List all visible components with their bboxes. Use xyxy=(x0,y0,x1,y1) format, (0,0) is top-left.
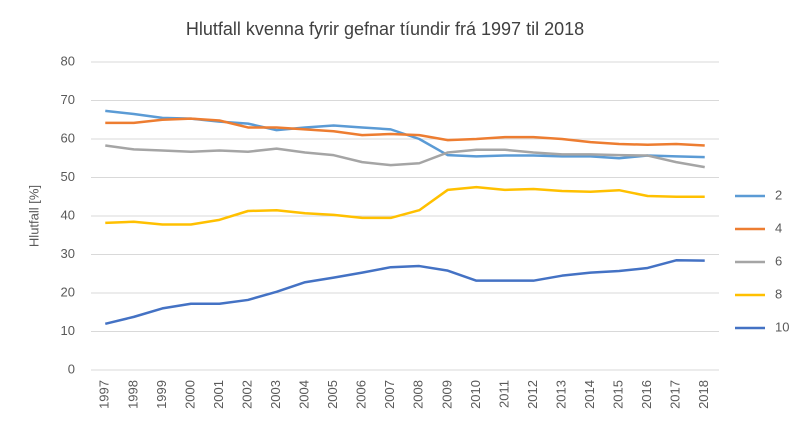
x-tick-label: 2017 xyxy=(668,380,683,409)
x-tick-label: 2015 xyxy=(611,380,626,409)
x-tick-label: 2000 xyxy=(182,380,197,409)
series-line xyxy=(105,185,705,226)
legend-label: 6 xyxy=(775,253,782,268)
x-tick-label: 2007 xyxy=(382,380,397,409)
x-tick-label: 2010 xyxy=(468,380,483,409)
y-tick-label: 50 xyxy=(61,169,75,184)
x-tick-label: 2011 xyxy=(496,380,511,408)
x-tick-label: 2008 xyxy=(411,380,426,409)
x-tick-label: 2006 xyxy=(354,380,369,409)
y-tick-label: 10 xyxy=(61,323,75,338)
chart-title: Hlutfall kvenna fyrir gefnar tíundir frá… xyxy=(186,19,584,39)
x-tick-label: 2018 xyxy=(696,380,711,409)
x-tick-label: 2002 xyxy=(239,380,254,409)
series-line xyxy=(105,117,705,147)
x-tick-label: 2013 xyxy=(553,380,568,409)
y-tick-label: 20 xyxy=(61,284,75,299)
y-tick-label: 0 xyxy=(68,361,75,376)
x-tick-label: 2001 xyxy=(211,380,226,409)
x-tick-label: 1998 xyxy=(125,380,140,409)
x-tick-label: 1997 xyxy=(97,380,112,409)
legend-label: 2 xyxy=(775,187,782,202)
x-tick-label: 2004 xyxy=(297,380,312,409)
x-tick-label: 2009 xyxy=(439,380,454,409)
legend-label: 8 xyxy=(775,286,782,301)
y-tick-label: 70 xyxy=(61,92,75,107)
series-line xyxy=(104,259,705,326)
y-tick-label: 40 xyxy=(61,207,75,222)
y-tick-label: 30 xyxy=(61,246,75,261)
x-tick-label: 1999 xyxy=(154,380,169,409)
series-line xyxy=(105,144,705,169)
y-tick-label: 80 xyxy=(61,53,75,68)
y-axis-label: Hlutfall [%] xyxy=(26,185,41,247)
legend-label: 4 xyxy=(775,220,782,235)
x-tick-label: 2016 xyxy=(639,380,654,409)
x-tick-label: 2005 xyxy=(325,380,340,409)
x-tick-label: 2014 xyxy=(582,380,597,409)
y-tick-label: 60 xyxy=(61,130,75,145)
x-tick-label: 2012 xyxy=(525,380,540,409)
legend-label: 10 xyxy=(775,319,789,334)
x-tick-label: 2003 xyxy=(268,380,283,409)
